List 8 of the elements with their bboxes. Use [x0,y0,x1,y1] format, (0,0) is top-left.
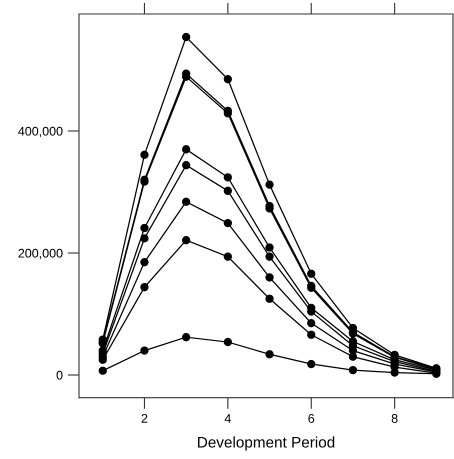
y-tick-label: 200,000 [18,248,63,260]
x-tick-label: 2 [142,414,148,423]
x-tick-label: 6 [308,414,314,423]
y-tick-label: 0 [56,370,63,380]
x-tick-label: 4 [224,414,231,423]
x-tick-label: 8 [392,414,398,423]
x-axis-title: Development Period [198,436,334,451]
y-tick-label: 400,000 [18,126,63,138]
